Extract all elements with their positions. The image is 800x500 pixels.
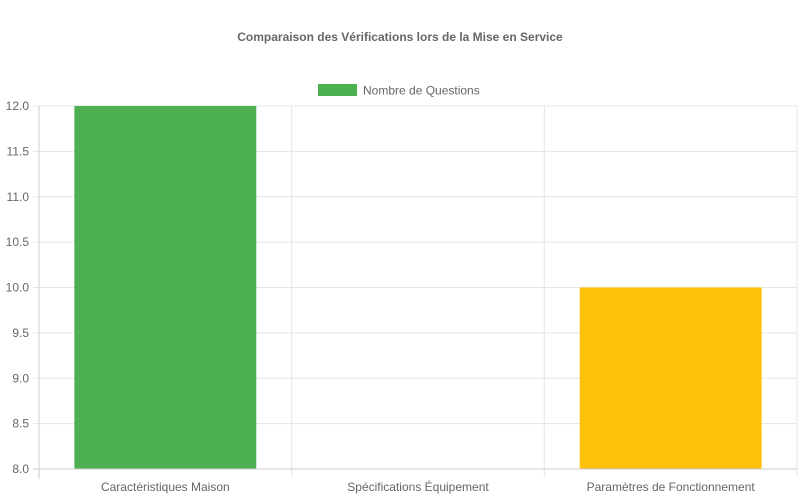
legend-swatch bbox=[318, 84, 357, 96]
y-tick-label: 9.5 bbox=[12, 326, 29, 340]
x-category-label: Caractéristiques Maison bbox=[101, 480, 230, 494]
chart-title: Comparaison des Vérifications lors de la… bbox=[237, 30, 563, 44]
legend[interactable]: Nombre de Questions bbox=[318, 84, 480, 98]
legend-label: Nombre de Questions bbox=[363, 84, 480, 98]
bar[interactable] bbox=[74, 106, 257, 469]
y-tick-label: 12.0 bbox=[6, 99, 30, 113]
y-tick-label: 11.0 bbox=[7, 190, 30, 204]
y-tick-label: 8.0 bbox=[12, 462, 29, 476]
x-category-label: Spécifications Équipement bbox=[347, 479, 489, 494]
bar[interactable] bbox=[579, 287, 762, 470]
y-tick-label: 9.0 bbox=[12, 371, 29, 385]
y-tick-label: 10.5 bbox=[6, 235, 30, 249]
x-category-label: Paramètres de Fonctionnement bbox=[587, 480, 756, 494]
y-axis-ticks: 8.0 8.5 9.0 9.5 10.0 10.5 11.0 11.5 12.0 bbox=[6, 99, 30, 476]
axes bbox=[33, 106, 797, 479]
x-axis-labels: Caractéristiques Maison Spécifications Éq… bbox=[101, 479, 755, 494]
y-tick-label: 11.5 bbox=[7, 144, 30, 158]
bars bbox=[74, 106, 762, 470]
y-tick-label: 8.5 bbox=[12, 417, 29, 431]
y-tick-label: 10.0 bbox=[6, 281, 30, 295]
